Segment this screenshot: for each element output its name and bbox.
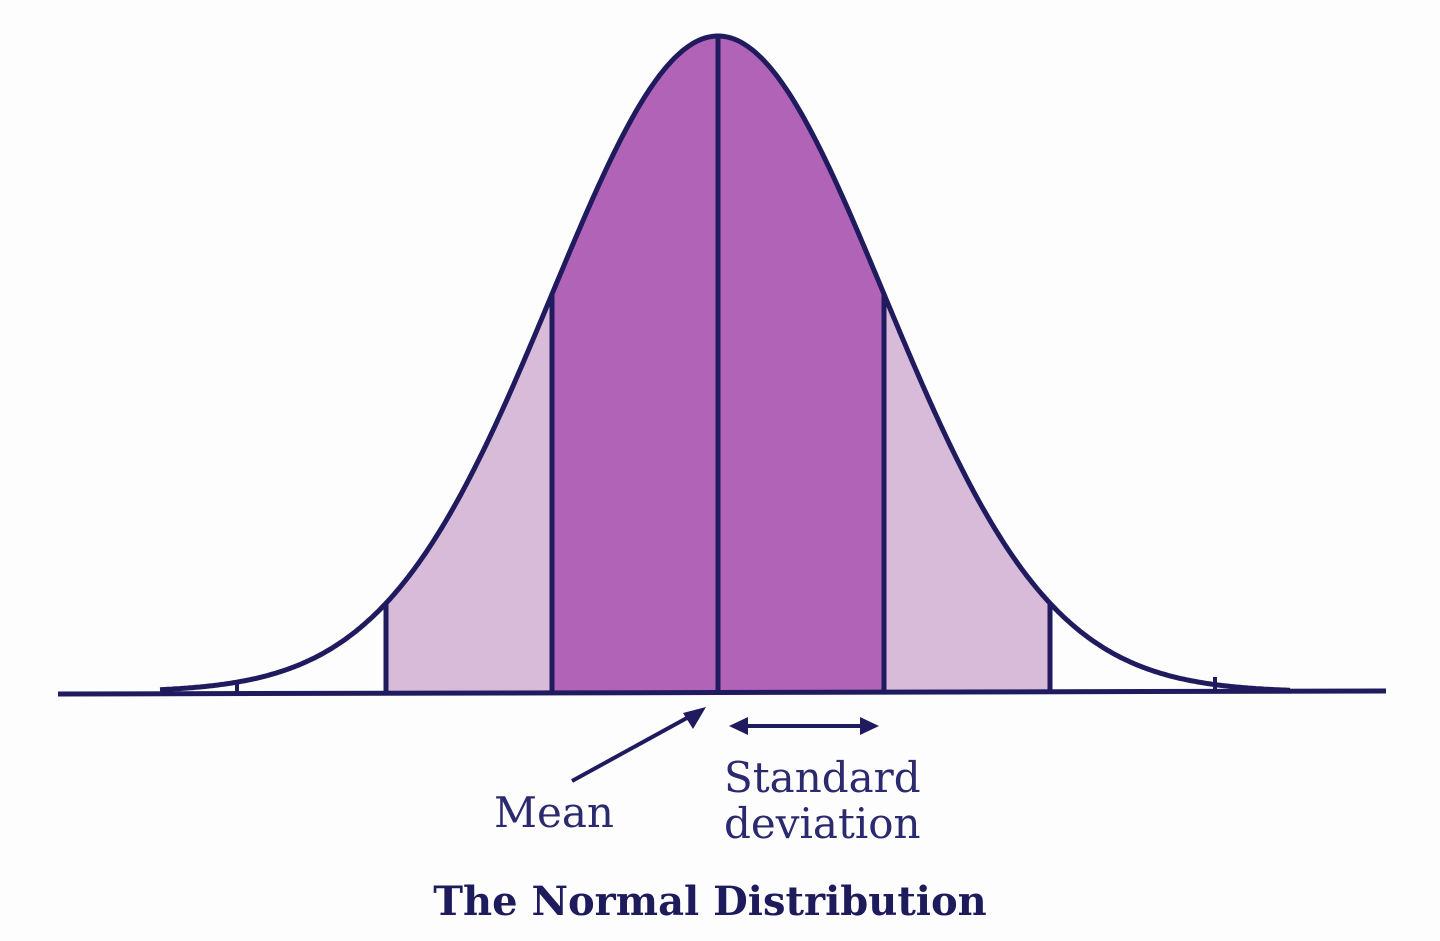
diagram-title: The Normal Distribution — [433, 878, 987, 925]
mean-label: Mean — [494, 788, 614, 837]
baseline-axis — [57, 688, 1387, 697]
standard-deviation-label-line2: deviation — [724, 799, 921, 848]
divider-lines — [383, 36, 1053, 692]
mean-arrow — [571, 707, 706, 783]
bell-curve — [159, 33, 1291, 693]
standard-deviation-label-line1: Standard — [724, 753, 921, 802]
standard-deviation-arrow — [729, 717, 879, 735]
